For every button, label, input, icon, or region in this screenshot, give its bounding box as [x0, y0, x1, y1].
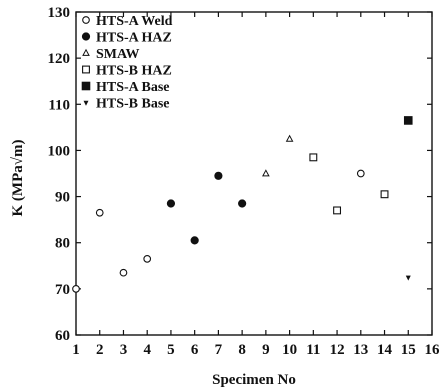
legend-entry: HTS-A Base — [96, 80, 170, 95]
data-point — [356, 169, 365, 178]
data-points — [72, 116, 413, 293]
y-tick-label: 80 — [55, 236, 70, 252]
x-tick-label: 4 — [143, 342, 151, 358]
x-tick-label: 15 — [401, 342, 416, 358]
y-tick-label: 130 — [48, 5, 71, 21]
tick-labels: 1 2 3 4 5 6 7 8 9 10 11 12 13 14 15 1660708090100110120… — [48, 5, 440, 358]
y-tick-label: 70 — [55, 282, 70, 298]
x-tick-label: 5 — [167, 342, 175, 358]
x-tick-label: 12 — [330, 342, 345, 358]
data-point — [95, 208, 104, 217]
x-tick-label: 6 — [191, 342, 199, 358]
x-tick-label: 10 — [282, 342, 297, 358]
x-tick-label: 3 — [120, 342, 128, 358]
legend-marker — [83, 100, 89, 106]
data-point — [405, 275, 411, 281]
x-tick-label: 8 — [238, 342, 246, 358]
y-tick-label: 120 — [48, 51, 71, 67]
data-point — [72, 285, 80, 293]
legend-marker — [81, 81, 91, 91]
legend-marker — [82, 48, 90, 56]
data-point — [190, 236, 199, 245]
y-tick-label: 90 — [55, 190, 70, 206]
data-point — [309, 153, 318, 162]
plot-area — [75, 11, 433, 336]
y-axis-label: K (MPa√m) — [10, 140, 26, 217]
data-point — [403, 116, 413, 125]
x-tick-label: 14 — [377, 342, 393, 358]
legend-entry: HTS-A Weld — [96, 14, 173, 29]
x-tick-label: 2 — [96, 342, 104, 358]
data-point — [119, 268, 128, 277]
plot-frame — [75, 11, 433, 336]
y-tick-label: 110 — [48, 97, 70, 113]
x-tick-label: 13 — [353, 342, 368, 358]
x-tick-label: 9 — [262, 342, 270, 358]
x-axis-label: Specimen No — [212, 372, 296, 388]
data-point — [380, 190, 389, 199]
y-tick-label: 60 — [55, 328, 70, 344]
data-point — [262, 169, 270, 177]
x-tick-label: 16 — [425, 342, 440, 358]
data-point — [333, 206, 342, 215]
legend-entry: HTS-B Base — [96, 97, 170, 112]
x-tick-label: 11 — [306, 342, 320, 358]
x-tick-label: 1 — [72, 342, 80, 358]
legend-marker — [81, 32, 91, 41]
legend-marker — [82, 16, 90, 24]
data-point — [238, 199, 247, 208]
data-point — [214, 171, 223, 180]
legend-entry: HTS-B HAZ — [96, 64, 172, 79]
legend-entry: HTS-A HAZ — [96, 31, 172, 46]
y-tick-label: 100 — [48, 143, 71, 159]
data-point — [166, 199, 176, 208]
data-point — [143, 255, 152, 263]
data-point — [285, 134, 294, 142]
x-tick-label: 7 — [215, 342, 223, 358]
legend-marker — [82, 65, 90, 74]
legend-entry: SMAW — [96, 47, 140, 62]
